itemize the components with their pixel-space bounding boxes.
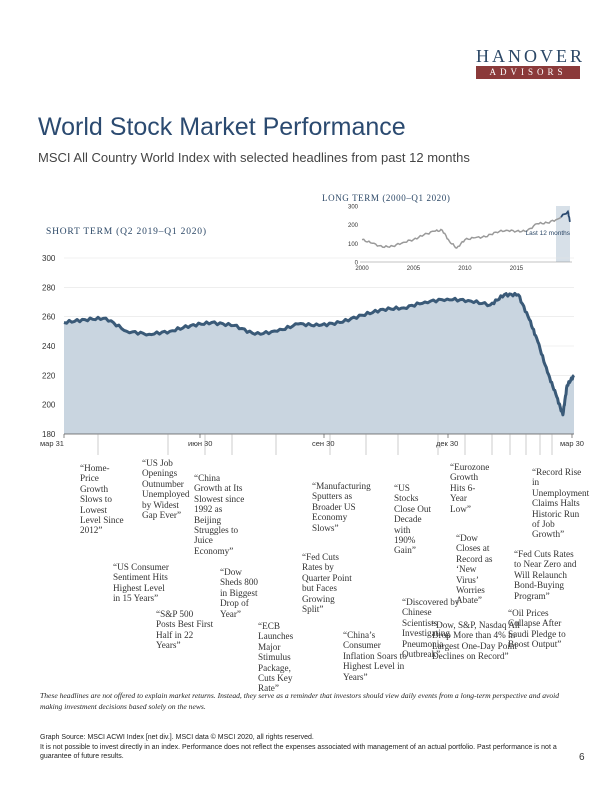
headline-china-growth: “China Growth at Its Slowest since 1992 … <box>194 473 245 556</box>
x-tick-label: июн 30 <box>188 439 212 448</box>
headline-manufacturing: “Manufacturing Sputters as Broader US Ec… <box>312 481 371 533</box>
headline-sp500: “S&P 500 Posts Best First Half in 22 Yea… <box>156 609 214 651</box>
headline-home-price: “Home-Price Growth Slows to Lowest Level… <box>80 463 124 536</box>
performance-note: It is not possible to invest directly in… <box>40 743 557 761</box>
lt-y-tick-label: 300 <box>348 205 359 211</box>
footer: Graph Source: MSCI ACWI Index [net div.]… <box>40 733 580 762</box>
short-term-chart-title: SHORT TERM (Q2 2019–Q1 2020) <box>46 227 207 237</box>
long-term-highlight-label: Last 12 months <box>526 230 571 237</box>
y-tick-label: 220 <box>42 371 56 380</box>
headline-unemployment-claims: “Record Rise in Unemployment Claims Halt… <box>532 467 590 540</box>
long-term-line-recent <box>560 209 571 223</box>
long-term-chart-title: LONG TERM (2000–Q1 2020) <box>322 193 451 203</box>
last-12-months-highlight <box>556 206 570 262</box>
y-tick-label: 240 <box>42 342 56 351</box>
headline-ecb: “ECB Launches Major Stimulus Package, Cu… <box>258 621 294 694</box>
headline-us-stocks-decade: “US Stocks Close Out Decade with 190% Ga… <box>394 483 432 556</box>
headline-disclaimer: These headlines are not offered to expla… <box>40 691 560 711</box>
headline-fed-cuts-zero: “Fed Cuts Rates to Near Zero and Will Re… <box>514 549 577 601</box>
lt-y-tick-label: 100 <box>348 242 359 248</box>
x-tick-label: мар 30 <box>560 439 584 448</box>
headline-fed-cuts-quarter: “Fed Cuts Rates by Quarter Point but Fac… <box>302 552 352 615</box>
y-tick-label: 200 <box>42 401 56 410</box>
brand-logo-bottom: ADVISORS <box>476 66 580 79</box>
lt-x-tick-label: 2015 <box>510 266 524 272</box>
x-tick-label: сен 30 <box>312 439 335 448</box>
headline-virus-discovered: “Discovered by Chinese Scientists Invest… <box>402 597 460 660</box>
brand-logo-top: HANOVER <box>476 46 585 66</box>
x-tick-label: дек 30 <box>436 439 458 448</box>
headline-eurozone: “Eurozone Growth Hits 6-Year Low” <box>450 462 490 514</box>
lt-x-tick-label: 2010 <box>458 266 472 272</box>
y-tick-label: 300 <box>42 254 56 263</box>
page-subtitle: MSCI All Country World Index with select… <box>38 150 470 165</box>
headline-job-openings: “US Job Openings Outnumber Unemployed by… <box>142 458 190 521</box>
headline-dow-record: “Dow Closes at Record as ‘New Virus’ Wor… <box>456 533 493 606</box>
page-title: World Stock Market Performance <box>38 113 406 141</box>
headline-dow-sp-nasdaq: “Dow, S&P, Nasdaq All Drop More than 4% … <box>432 620 520 662</box>
short-term-area <box>64 293 574 434</box>
headline-consumer-sentiment: “US Consumer Sentiment Hits Highest Leve… <box>113 562 169 604</box>
lt-x-tick-label: 2000 <box>355 266 369 272</box>
lt-y-tick-label: 200 <box>348 223 359 229</box>
graph-source: Graph Source: MSCI ACWI Index [net div.]… <box>40 734 314 741</box>
x-tick-label: мар 31 <box>40 439 64 448</box>
long-term-chart: 0 100 200 300 2000 2005 2010 2015 Last 12 mont… <box>348 205 572 272</box>
headline-oil-prices: “Oil Prices Collapse After Saudi Pledge … <box>508 608 566 650</box>
y-tick-label: 180 <box>42 430 56 439</box>
lt-x-tick-label: 2005 <box>407 266 421 272</box>
short-term-line <box>63 291 575 417</box>
short-term-chart: 180 200 220 240 260 280 300 мар 31 июн 30 сен 30… <box>40 254 584 455</box>
long-term-line <box>361 216 562 249</box>
lt-y-tick-label: 0 <box>355 261 359 267</box>
headline-china-inflation: “China’s Consumer Inflation Soars to Hig… <box>343 630 407 682</box>
headline-dow-sheds: “Dow Sheds 800 in Biggest Drop of Year” <box>220 567 259 619</box>
y-tick-label: 260 <box>42 313 56 322</box>
page-number: 6 <box>579 752 585 763</box>
y-tick-label: 280 <box>42 283 56 292</box>
